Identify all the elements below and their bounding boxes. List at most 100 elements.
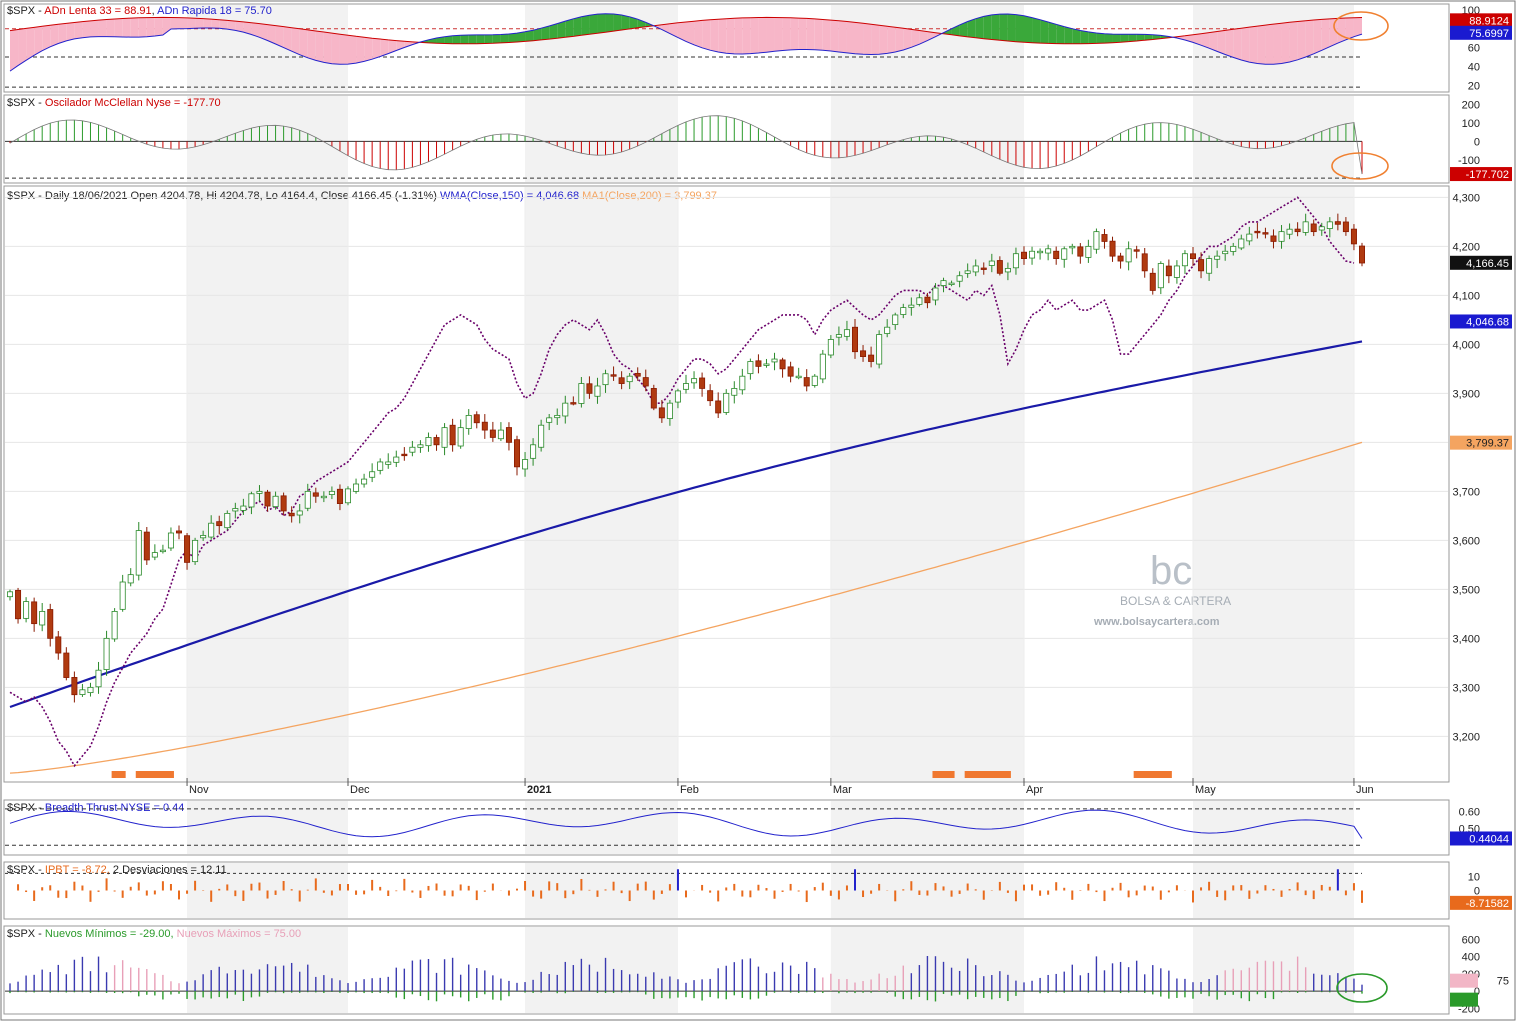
candle-body: [530, 444, 537, 459]
adn-fill: [10, 29, 19, 72]
candle-body: [264, 491, 271, 507]
candle-body: [441, 427, 448, 448]
adn-fill: [1217, 30, 1226, 55]
candle-body: [1093, 231, 1100, 250]
watermark-name: BOLSA & CARTERA: [1120, 594, 1231, 608]
candle-body: [353, 483, 360, 492]
adn-fill: [887, 26, 896, 54]
adn-fill: [227, 20, 236, 31]
signal-mark: [135, 771, 174, 778]
candle-body: [1254, 230, 1261, 234]
value-tag: [1450, 831, 1512, 846]
adn-fill: [517, 31, 526, 42]
candle-body: [1310, 223, 1317, 233]
ma-label: MA1(Close,200) = 3,799.37: [582, 190, 717, 202]
candle-body: [167, 532, 174, 549]
adn-fill: [1313, 19, 1322, 54]
adn-fill: [533, 28, 542, 41]
adn-fill: [283, 26, 292, 52]
adn-fill: [211, 19, 220, 29]
adn-fill: [605, 13, 614, 33]
candle-body: [1141, 253, 1148, 272]
candle-body: [1077, 246, 1084, 257]
month-axis: Nov Dec 2021 Feb Mar Apr May Jun: [186, 778, 1374, 796]
adn-fill: [565, 18, 574, 38]
mcclellan-plot: [5, 115, 1389, 180]
candle-body: [1278, 231, 1285, 242]
candle-body: [1190, 253, 1197, 259]
highlight-circle: [1336, 973, 1388, 1003]
adn-fill: [1120, 34, 1129, 43]
adn-fill: [162, 17, 171, 35]
adn-fill: [1064, 26, 1073, 44]
candle-body: [39, 611, 46, 626]
candle-body: [1350, 228, 1357, 245]
adn-fill: [661, 23, 670, 34]
adn-fill: [1233, 28, 1242, 60]
adn-fill: [782, 17, 791, 51]
candle-body: [393, 456, 400, 463]
wma150-line: [9, 340, 1363, 709]
svg-text:$SPX - ADn Lenta 33 = 88.91, A: $SPX - ADn Lenta 33 = 88.91, ADn Rapida …: [7, 5, 272, 17]
adn-fill: [790, 17, 799, 50]
candle-body: [103, 637, 110, 670]
adn-fill: [581, 15, 590, 36]
adn-fill: [814, 18, 823, 51]
candle-body: [996, 260, 1003, 274]
candle-body: [538, 424, 545, 448]
adn-fill: [444, 35, 453, 44]
adn-fill: [573, 16, 582, 37]
breadth-plot: [5, 808, 1363, 846]
svg-text:$SPX - Breadth Thrust NYSE = 0: $SPX - Breadth Thrust NYSE = 0.44: [7, 802, 184, 814]
adn-fill: [1056, 24, 1065, 44]
candle-body: [159, 549, 166, 553]
adn-fill: [806, 18, 815, 50]
adn-fill: [1353, 17, 1362, 37]
adn-fill: [339, 34, 348, 65]
candle-body: [1246, 233, 1253, 242]
candle-body: [771, 358, 778, 363]
adn-fill: [589, 14, 598, 35]
candle-body: [1157, 263, 1164, 289]
value-tag: [1450, 255, 1512, 270]
adn-fill: [1329, 18, 1338, 47]
wma-label: WMA(Close,150) = 4,046.68: [440, 190, 579, 202]
candle-body: [119, 581, 126, 610]
candle-body: [47, 609, 54, 639]
value-tag: [1450, 973, 1478, 988]
candle-body: [1069, 245, 1076, 249]
candle-body: [1342, 221, 1349, 233]
adn-fill: [267, 24, 276, 44]
candle-body: [707, 390, 714, 402]
nuevos-minimos-label: Nuevos Mínimos = -29.00,: [45, 928, 174, 940]
adn-fill: [452, 35, 461, 44]
adn-fill: [863, 23, 872, 55]
axis-tick-label: 4,000: [1452, 339, 1480, 351]
breadth-label: Breadth Thrust NYSE = 0.44: [45, 802, 185, 814]
adn-panel: $SPX - ADn Lenta 33 = 88.91, ADn Rapida …: [3, 3, 1512, 93]
value-tag-label: 4,046.68: [1466, 316, 1509, 328]
candle-body: [175, 530, 182, 534]
adn-fill: [999, 13, 1008, 42]
candle-body: [409, 446, 416, 453]
adn-fill: [774, 17, 783, 52]
adn-fill: [710, 19, 719, 53]
candle-body: [884, 326, 891, 334]
value-tag: [1450, 13, 1512, 28]
candle-body: [417, 444, 424, 448]
candle-body: [1262, 232, 1269, 235]
candle-body: [369, 471, 376, 478]
adn-fill: [871, 24, 880, 55]
mcclellan-line: [9, 115, 1363, 175]
candle-body: [1270, 235, 1277, 242]
axis-tick-label: 3,700: [1452, 486, 1480, 498]
adn-fill: [1112, 34, 1121, 43]
value-tag-label: 75.6997: [1469, 28, 1509, 40]
value-tag: [1450, 25, 1512, 40]
adn-fill: [291, 27, 300, 55]
axis-tick-label: 600: [1462, 934, 1480, 946]
adn-fill: [98, 19, 107, 37]
value-tag-label: -8.71582: [1466, 898, 1509, 910]
candle-body: [860, 350, 867, 357]
